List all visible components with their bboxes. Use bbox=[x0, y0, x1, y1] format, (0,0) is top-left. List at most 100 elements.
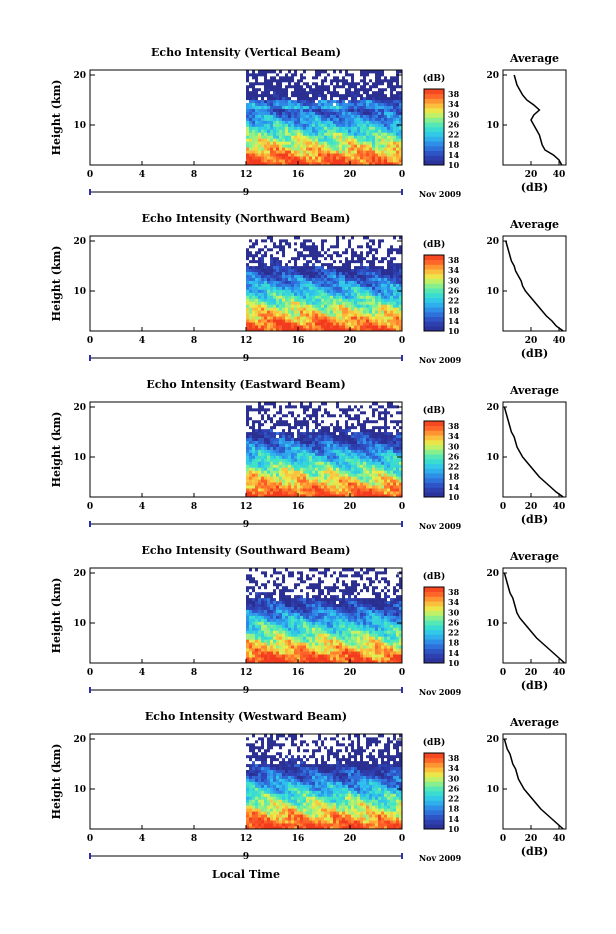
heatmap-cell bbox=[357, 272, 360, 275]
heatmap-cell bbox=[357, 257, 360, 260]
heatmap-cell bbox=[342, 278, 345, 281]
heatmap-cell bbox=[315, 455, 318, 458]
heatmap-cell bbox=[282, 316, 285, 319]
heatmap-cell bbox=[270, 476, 273, 479]
heatmap-cell bbox=[327, 88, 330, 91]
heatmap-cell bbox=[324, 94, 327, 97]
heatmap-cell bbox=[306, 284, 309, 287]
heatmap-cell bbox=[306, 153, 309, 156]
heatmap-cell bbox=[390, 476, 393, 479]
heatmap-cell bbox=[264, 301, 267, 304]
heatmap-cell bbox=[381, 281, 384, 284]
heatmap-cell bbox=[336, 461, 339, 464]
heatmap-cell bbox=[369, 106, 372, 109]
heatmap-cell bbox=[294, 278, 297, 281]
heatmap-cell bbox=[285, 286, 288, 289]
heatmap-cell bbox=[294, 482, 297, 485]
heatmap-cell bbox=[369, 272, 372, 275]
heatmap-cell bbox=[327, 284, 330, 287]
heatmap-cell bbox=[363, 97, 366, 100]
heatmap-cell bbox=[357, 491, 360, 494]
heatmap-cell bbox=[246, 452, 249, 455]
heatmap-cell bbox=[366, 476, 369, 479]
heatmap-cell bbox=[300, 301, 303, 304]
heatmap-cell bbox=[330, 488, 333, 491]
heatmap-cell bbox=[351, 79, 354, 82]
heatmap-cell bbox=[336, 464, 339, 467]
heatmap-cell bbox=[273, 429, 276, 432]
heatmap-cell bbox=[255, 488, 258, 491]
heatmap-cell bbox=[321, 263, 324, 266]
heatmap-cell bbox=[393, 322, 396, 325]
heatmap-cell bbox=[363, 444, 366, 447]
heatmap-cell bbox=[384, 441, 387, 444]
heatmap-cell bbox=[246, 301, 249, 304]
heatmap-cell bbox=[255, 420, 258, 423]
heatmap-cell bbox=[330, 479, 333, 482]
heatmap-cell bbox=[381, 263, 384, 266]
heatmap-cell bbox=[318, 284, 321, 287]
heatmap-cell bbox=[342, 138, 345, 141]
heatmap-cell bbox=[351, 91, 354, 94]
heatmap-cell bbox=[270, 417, 273, 420]
heatmap-cell bbox=[297, 455, 300, 458]
heatmap-cell bbox=[360, 269, 363, 272]
heatmap-cell bbox=[288, 278, 291, 281]
heatmap-cell bbox=[297, 141, 300, 144]
heatmap-cell bbox=[255, 91, 258, 94]
heatmap-cell bbox=[393, 476, 396, 479]
heatmap-cell bbox=[378, 325, 381, 328]
heatmap-cell bbox=[369, 488, 372, 491]
heatmap-cell bbox=[351, 313, 354, 316]
heatmap-cell bbox=[357, 304, 360, 307]
heatmap-cell bbox=[258, 458, 261, 461]
heatmap-cell bbox=[354, 485, 357, 488]
heatmap-cell bbox=[381, 319, 384, 322]
heatmap-cell bbox=[384, 236, 387, 239]
heatmap-cell bbox=[381, 432, 384, 435]
heatmap-cell bbox=[294, 458, 297, 461]
heatmap-cell bbox=[393, 236, 396, 239]
heatmap-cell bbox=[309, 301, 312, 304]
heatmap-cell bbox=[336, 272, 339, 275]
heatmap-cell bbox=[354, 73, 357, 76]
heatmap-cell bbox=[330, 423, 333, 426]
heatmap-cell bbox=[390, 109, 393, 112]
heatmap-cell bbox=[390, 284, 393, 287]
colorbar-segment bbox=[424, 122, 444, 127]
heatmap-cell bbox=[324, 444, 327, 447]
heatmap-cell bbox=[336, 450, 339, 453]
heatmap-cell bbox=[393, 260, 396, 263]
heatmap-cell bbox=[246, 461, 249, 464]
heatmap-cell bbox=[336, 313, 339, 316]
heatmap-cell bbox=[270, 438, 273, 441]
heatmap-cell bbox=[300, 470, 303, 473]
heatmap-cell bbox=[363, 245, 366, 248]
heatmap-cell bbox=[321, 307, 324, 310]
heatmap-cell bbox=[327, 322, 330, 325]
heatmap-cell bbox=[381, 254, 384, 257]
heatmap-cell bbox=[336, 236, 339, 239]
heatmap-cell bbox=[381, 150, 384, 153]
heatmap-cell bbox=[261, 325, 264, 328]
heatmap-cell bbox=[306, 236, 309, 239]
heatmap-cell bbox=[252, 281, 255, 284]
heatmap-cell bbox=[363, 485, 366, 488]
heatmap-cell bbox=[351, 298, 354, 301]
heatmap-cell bbox=[384, 263, 387, 266]
heatmap-cell bbox=[321, 251, 324, 254]
heatmap-cell bbox=[363, 452, 366, 455]
heatmap-cell bbox=[336, 118, 339, 121]
heatmap-cell bbox=[351, 322, 354, 325]
heatmap-cell bbox=[267, 254, 270, 257]
heatmap-cell bbox=[372, 417, 375, 420]
heatmap-cell bbox=[267, 126, 270, 129]
heatmap-cell bbox=[342, 112, 345, 115]
heatmap-cell bbox=[354, 284, 357, 287]
heatmap-cell bbox=[351, 278, 354, 281]
heatmap-cell bbox=[345, 275, 348, 278]
heatmap-cell bbox=[366, 488, 369, 491]
heatmap-cell bbox=[375, 292, 378, 295]
heatmap-cell bbox=[309, 91, 312, 94]
heatmap-cell bbox=[279, 120, 282, 123]
